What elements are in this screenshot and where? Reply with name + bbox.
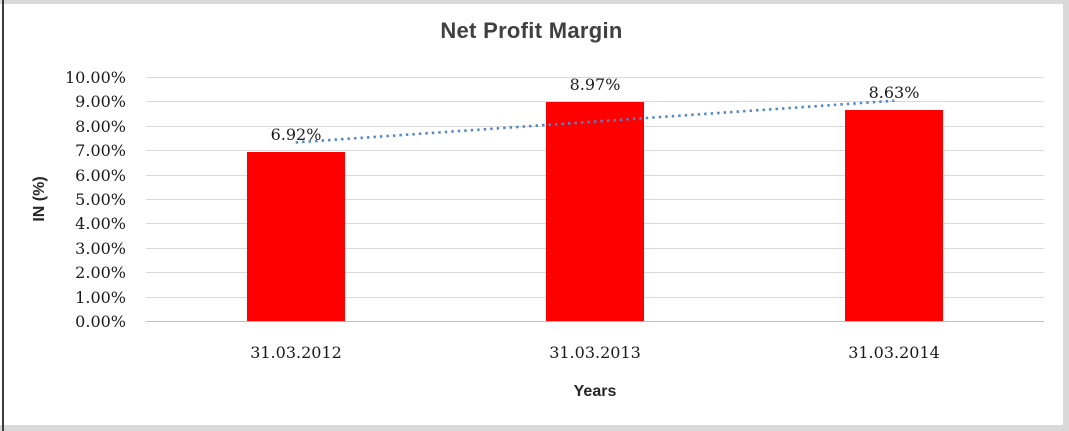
bar-data-label: 6.92% bbox=[270, 125, 322, 144]
x-axis-title: Years bbox=[573, 383, 617, 400]
y-axis-tick-label: 5.00% bbox=[75, 190, 126, 209]
bar-data-label: 8.97% bbox=[569, 75, 621, 94]
y-axis-tick-label: 2.00% bbox=[75, 263, 126, 282]
chart-title: Net Profit Margin bbox=[440, 18, 623, 43]
bar-data-label: 8.63% bbox=[868, 83, 920, 102]
y-axis-tick-label: 7.00% bbox=[75, 141, 126, 160]
x-axis-category-label: 31.03.2012 bbox=[250, 343, 342, 362]
y-axis-tick-label: 3.00% bbox=[75, 239, 126, 258]
y-axis-tick-label: 6.00% bbox=[75, 166, 126, 185]
y-axis-tick-label: 9.00% bbox=[75, 92, 126, 111]
y-axis-tick-label: 1.00% bbox=[75, 288, 126, 307]
frame-edge-right bbox=[1063, 0, 1069, 431]
bar bbox=[546, 102, 644, 321]
x-axis-line bbox=[146, 321, 1044, 322]
bar bbox=[845, 110, 943, 321]
trendline bbox=[295, 99, 895, 144]
frame-edge-top bbox=[0, 0, 1069, 4]
bar bbox=[247, 152, 345, 321]
y-axis-tick-label: 0.00% bbox=[75, 312, 126, 331]
y-axis-tick-label: 4.00% bbox=[75, 214, 126, 233]
y-axis-tick-label: 8.00% bbox=[75, 117, 126, 136]
gridline bbox=[146, 101, 1044, 102]
gridline bbox=[146, 77, 1044, 78]
frame-edge-left-line bbox=[2, 0, 4, 431]
x-axis-category-label: 31.03.2013 bbox=[549, 343, 641, 362]
y-axis-tick-label: 10.00% bbox=[64, 68, 126, 87]
x-axis-category-label: 31.03.2014 bbox=[848, 343, 940, 362]
frame-edge-bottom bbox=[0, 425, 1069, 431]
plot-area: 6.92% 8.97% 8.63% bbox=[146, 75, 1044, 322]
